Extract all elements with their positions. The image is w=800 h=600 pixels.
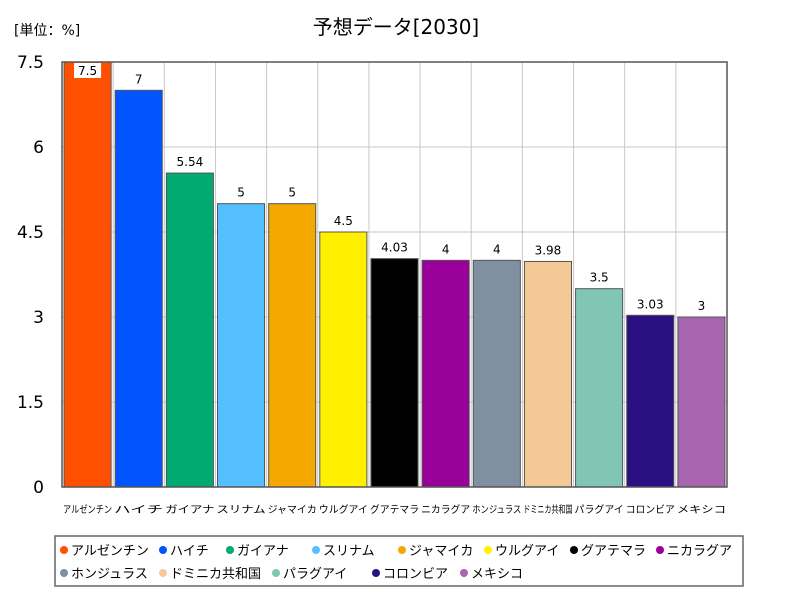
legend-marker: [60, 569, 68, 577]
bars: [63, 61, 726, 488]
legend-marker: [312, 546, 320, 554]
plot-frame: [61, 61, 728, 488]
bar: [523, 260, 572, 488]
bar: [217, 203, 266, 488]
data-label: 4.03: [381, 241, 408, 255]
legend-marker: [159, 546, 167, 554]
x-category-label: パラグアイ: [575, 503, 624, 516]
data-label-background: [74, 63, 102, 78]
data-labels: 7.5 7 5.54 5 5 4.5 4.03 4 4 3.98 3.5 3.03 3: [74, 63, 705, 313]
bar: [421, 259, 470, 488]
legend-label: ホンジュラス: [71, 567, 148, 582]
legend-box: [54, 535, 744, 587]
y-tick-label: 1.5: [17, 393, 44, 413]
legend-marker: [272, 569, 280, 577]
data-label: 4: [493, 242, 501, 256]
legend-label: アルゼンチン: [71, 544, 149, 559]
data-label: 4.5: [334, 214, 353, 228]
bar: [626, 314, 675, 488]
legend-marker: [570, 546, 578, 554]
bar: [575, 288, 624, 488]
bar: [677, 316, 726, 488]
x-category-label: ウルグアイ: [319, 503, 368, 516]
chart-title: 予想データ[2030]: [313, 15, 480, 39]
data-label: 5: [288, 186, 296, 200]
y-axis-ticks: 0 1.5 3 4.5 6 7.5: [17, 53, 44, 498]
legend-marker: [159, 569, 167, 577]
legend-label: ハイチ: [170, 544, 209, 559]
y-tick-label: 6: [33, 138, 44, 158]
legend-label: パラグアイ: [283, 567, 347, 582]
data-label: 3.03: [637, 297, 664, 311]
x-category-label: グアテマラ: [370, 503, 419, 516]
x-category-label: ガイアナ: [165, 504, 214, 516]
legend: アルゼンチン ハイチ ガイアナ スリナム ジャマイカ ウルグアイ グアテマラ ニカラグアホンジ…: [54, 535, 744, 587]
legend-marker: [60, 546, 68, 554]
bar: [63, 61, 112, 488]
x-category-label: ニカラグア: [421, 503, 470, 516]
legend-marker: [372, 569, 380, 577]
legend-marker: [656, 546, 664, 554]
data-label: 7.5: [78, 64, 97, 78]
y-tick-label: 0: [33, 478, 44, 498]
legend-label: ニカラグア: [667, 544, 732, 559]
legend-label: ドミニカ共和国: [170, 567, 261, 582]
bar: [114, 89, 163, 488]
y-tick-label: 3: [33, 308, 44, 328]
data-label: 3.98: [535, 243, 562, 257]
legend-marker: [398, 546, 406, 554]
data-label: 4: [442, 242, 450, 256]
x-category-label: メキシコ: [677, 505, 726, 516]
data-label: 3: [698, 299, 706, 313]
legend-marker: [226, 546, 234, 554]
legend-label: メキシコ: [471, 567, 523, 582]
bar: [472, 259, 521, 488]
bar: [319, 231, 368, 488]
data-label: 5.54: [177, 155, 204, 169]
x-category-label: ハイチ: [114, 504, 163, 516]
y-tick-label: 4.5: [17, 223, 44, 243]
bar: [165, 172, 214, 488]
legend-label: ジャマイカ: [409, 544, 473, 559]
x-category-label: アルゼンチン: [63, 504, 112, 516]
x-category-label: ホンジュラス: [472, 504, 521, 516]
bar: [370, 258, 419, 488]
legend-marker: [460, 569, 468, 577]
x-category-label: スリナム: [216, 504, 265, 516]
bar: [268, 203, 317, 488]
legend-marker: [484, 546, 492, 554]
legend-label: グアテマラ: [581, 544, 646, 559]
x-category-label: コロンビア: [626, 504, 675, 516]
x-category-label: ジャマイカ: [268, 504, 317, 516]
y-tick-label: 7.5: [17, 53, 44, 73]
legend-label: コロンビア: [383, 567, 448, 582]
x-category-label: ドミニカ共和国: [523, 504, 572, 516]
legend-label: ウルグアイ: [495, 544, 559, 559]
unit-label: [単位：%]: [14, 23, 80, 39]
data-label: 3.5: [590, 271, 609, 285]
data-label: 5: [237, 186, 245, 200]
legend-label: ガイアナ: [237, 544, 289, 559]
legend-label: スリナム: [323, 544, 375, 559]
data-label: 7: [135, 72, 143, 86]
